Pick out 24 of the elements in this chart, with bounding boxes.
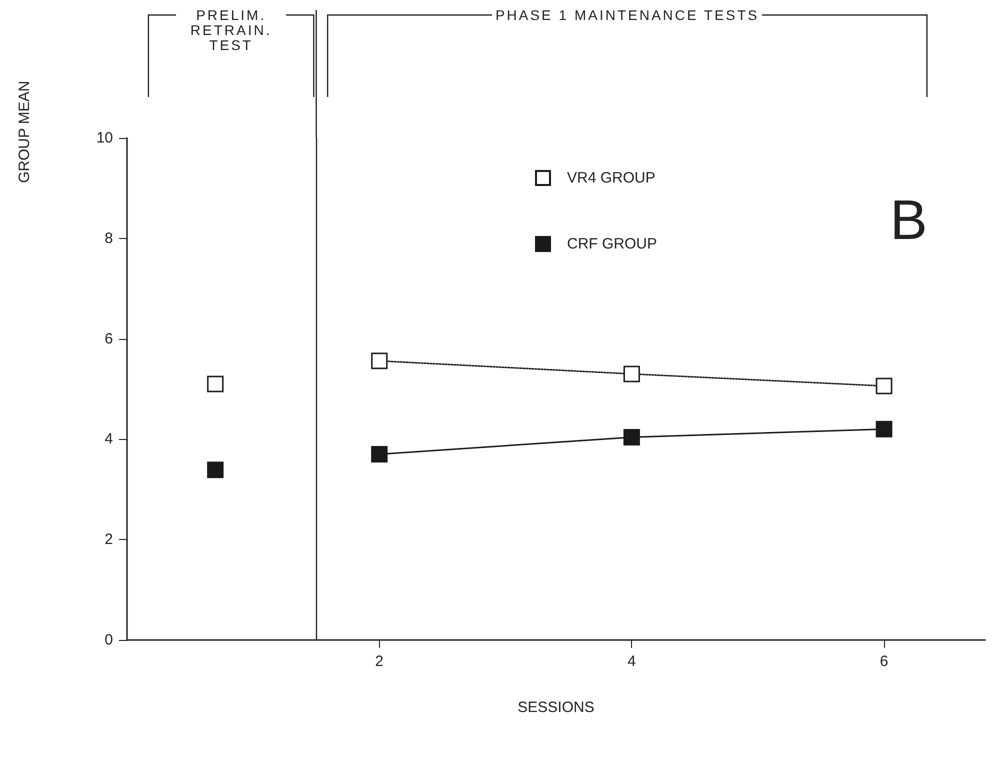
- legend-label: CRF GROUP: [567, 236, 657, 252]
- text: PHASE 1 MAINTENANCE TESTS: [492, 7, 762, 23]
- y-tick-label: 2: [104, 531, 113, 548]
- point: [207, 462, 224, 478]
- y-tick-label: 0: [104, 632, 113, 648]
- annotation: B: [890, 188, 928, 251]
- y-tick-label: 8: [104, 230, 113, 247]
- x-tick-label: 6: [880, 653, 888, 670]
- y-axis-title: GROUP MEAN: [16, 80, 33, 183]
- y-tick-label: 4: [104, 430, 113, 448]
- point: [623, 366, 640, 382]
- point: [207, 376, 224, 392]
- legend-label: VR4 GROUP: [567, 170, 656, 186]
- point: [371, 446, 388, 463]
- x-tick-label: 4: [628, 653, 636, 670]
- x-tick-label: 2: [375, 653, 384, 670]
- x-axis-title: SESSIONS: [518, 699, 594, 716]
- text: PRELIM. RETRAIN. TEST: [176, 7, 286, 53]
- point: [876, 378, 892, 394]
- y-tick-label: 10: [96, 130, 113, 146]
- point: [623, 428, 640, 446]
- point: [371, 352, 388, 370]
- point: [876, 420, 892, 438]
- y-tick-label: 6: [104, 330, 113, 348]
